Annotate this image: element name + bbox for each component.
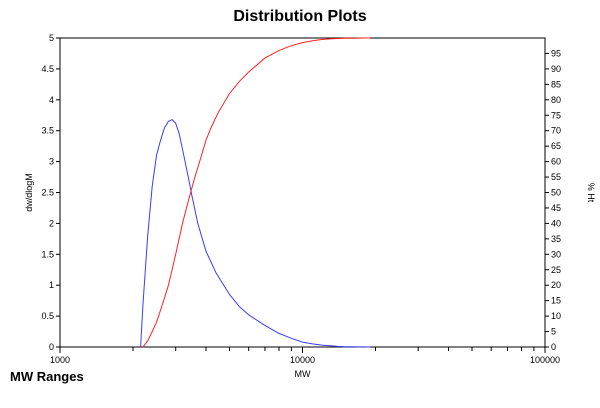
y2-tick-label: 90: [551, 64, 561, 74]
distribution-line: [140, 118, 371, 348]
y-tick-label: 3: [49, 157, 54, 167]
y2-tick-label: 15: [551, 296, 561, 306]
y-tick-label: 4: [49, 95, 54, 105]
y-tick-label: 1.5: [41, 249, 54, 259]
y2-tick-label: 45: [551, 203, 561, 213]
y-tick-label: 0: [49, 342, 54, 352]
y-tick-label: 2.5: [41, 188, 54, 198]
cumulative-line: [142, 37, 371, 348]
plot-frame: [59, 37, 546, 348]
y-tick-label: 1: [49, 280, 54, 290]
y2-tick-label: 95: [551, 48, 561, 58]
y2-tick-label: 20: [551, 280, 561, 290]
y2-tick-label: 80: [551, 95, 561, 105]
y2-tick-label: 35: [551, 234, 561, 244]
y-axis-label: dw/dlogM: [24, 173, 34, 212]
y-tick-label: 4.5: [41, 64, 54, 74]
y2-tick-label: 10: [551, 311, 561, 321]
y2-tick-label: 55: [551, 172, 561, 182]
y2-tick-label: 75: [551, 110, 561, 120]
y2-axis-label: % Ht: [586, 183, 596, 203]
y2-tick-label: 0: [551, 342, 556, 352]
y-tick-label: 3.5: [41, 126, 54, 136]
chart-title: Distribution Plots: [233, 8, 367, 25]
y2-tick-label: 50: [551, 188, 561, 198]
x-tick-label: 100000: [530, 355, 560, 365]
y2-tick-label: 65: [551, 141, 561, 151]
y2-tick-label: 60: [551, 157, 561, 167]
y2-tick-label: 70: [551, 126, 561, 136]
y2-tick-label: 30: [551, 249, 561, 259]
y-tick-label: 0.5: [41, 311, 54, 321]
y2-tick-label: 40: [551, 218, 561, 228]
y-tick-label: 2: [49, 218, 54, 228]
y2-tick-label: 5: [551, 327, 556, 337]
y2-tick-label: 25: [551, 265, 561, 275]
y-tick-label: 5: [49, 33, 54, 43]
x-tick-label: 1000: [50, 355, 70, 365]
mw-ranges-label: MW Ranges: [10, 369, 84, 384]
x-tick-label: 10000: [290, 355, 315, 365]
y2-tick-label: 85: [551, 79, 561, 89]
x-axis-label: MW: [295, 369, 311, 379]
